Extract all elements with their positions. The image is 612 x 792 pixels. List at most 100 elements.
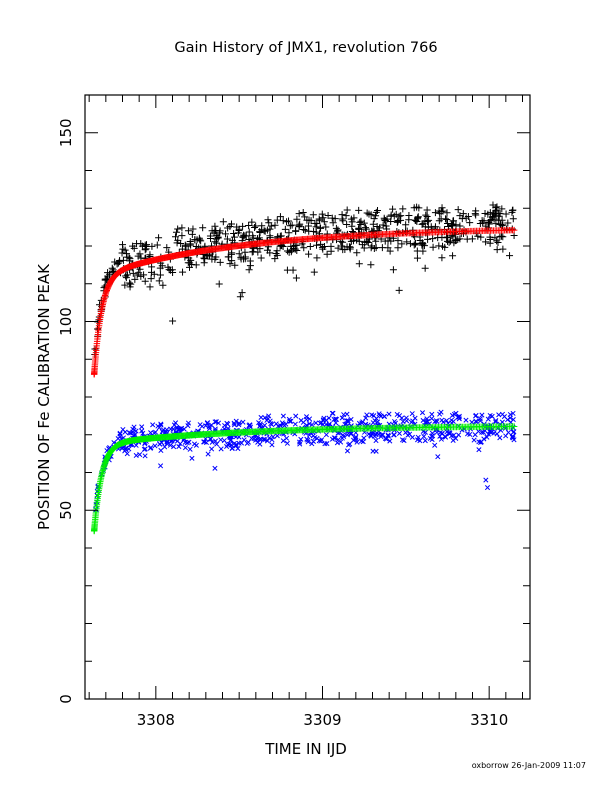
data-point-blue	[287, 418, 293, 424]
data-point-black	[496, 233, 504, 241]
data-point-black	[236, 293, 244, 301]
data-point-black	[126, 279, 134, 287]
data-point-black	[187, 241, 195, 249]
data-point-blue	[305, 439, 311, 445]
data-point-blue	[186, 439, 192, 445]
data-point-black	[456, 212, 464, 220]
data-point-black	[249, 232, 257, 240]
data-point-black	[447, 237, 455, 245]
data-point-blue	[152, 443, 158, 449]
data-point-blue	[472, 413, 479, 419]
data-point-black	[485, 218, 493, 226]
data-point-black	[313, 254, 321, 262]
data-point-black	[290, 242, 298, 250]
data-point-blue	[133, 452, 139, 459]
data-point-black	[472, 211, 480, 219]
data-point-blue	[386, 411, 392, 417]
data-point-blue	[404, 418, 410, 424]
data-point-black	[327, 242, 335, 250]
data-point-blue	[387, 438, 393, 444]
data-point-blue	[158, 447, 164, 454]
data-point-blue	[429, 416, 435, 422]
data-point-blue	[257, 441, 263, 447]
data-point-black	[362, 224, 370, 232]
data-point-black	[178, 232, 186, 240]
data-point-blue	[321, 415, 327, 421]
data-point-blue	[479, 429, 485, 435]
data-point-blue	[510, 410, 516, 416]
data-point-black	[315, 230, 323, 238]
data-point-black	[216, 258, 224, 266]
data-point-blue	[476, 447, 482, 453]
data-point-black	[148, 242, 156, 250]
data-point-blue	[497, 435, 503, 441]
data-point-blue	[422, 438, 428, 444]
data-point-black	[362, 225, 370, 233]
data-point-black	[448, 221, 456, 229]
data-point-black	[292, 227, 300, 235]
data-point-black	[347, 215, 355, 223]
data-point-black	[338, 215, 346, 223]
data-point-blue	[156, 425, 162, 431]
data-point-blue	[316, 438, 322, 444]
data-point-black	[488, 213, 496, 221]
data-point-blue	[148, 430, 154, 436]
data-point-blue	[364, 412, 370, 418]
data-point-black	[122, 274, 130, 282]
data-point-black	[479, 219, 487, 227]
data-point-black	[182, 242, 190, 250]
data-point-black	[477, 233, 485, 241]
data-point-black	[414, 213, 422, 221]
data-point-black	[443, 215, 451, 223]
data-point-black	[251, 223, 259, 231]
data-point-black	[383, 215, 391, 223]
data-point-black	[323, 250, 331, 258]
data-point-black	[305, 250, 313, 258]
data-point-blue	[231, 422, 237, 428]
data-point-blue	[429, 433, 435, 439]
data-point-black	[422, 211, 430, 219]
data-point-blue	[463, 417, 469, 423]
data-point-black	[381, 217, 389, 225]
data-point-black	[509, 206, 517, 214]
data-point-blue	[233, 443, 239, 449]
data-point-black	[382, 222, 390, 230]
data-point-blue	[479, 412, 485, 418]
data-point-black	[317, 224, 325, 232]
data-point-blue	[238, 440, 245, 446]
data-point-black	[188, 230, 196, 238]
data-point-black	[168, 266, 176, 274]
data-point-blue	[158, 463, 164, 469]
data-point-black	[146, 283, 154, 291]
data-point-blue	[212, 419, 218, 425]
chart-title: Gain History of JMX1, revolution 766	[174, 40, 437, 56]
data-point-black	[435, 242, 443, 250]
data-point-black	[423, 218, 431, 226]
data-point-blue	[305, 437, 311, 443]
data-point-black	[215, 280, 223, 288]
data-point-black	[213, 239, 221, 247]
data-point-black	[394, 244, 402, 252]
data-point-black	[211, 222, 219, 230]
data-point-blue	[444, 418, 450, 424]
data-point-black	[123, 250, 131, 258]
data-point-black	[227, 220, 235, 228]
data-point-black	[502, 210, 510, 218]
data-point-blue	[229, 445, 235, 452]
data-point-blue	[298, 436, 304, 442]
data-point-blue	[377, 412, 383, 418]
x-tick-label: 3310	[470, 711, 508, 729]
data-point-black	[398, 240, 406, 248]
data-point-black	[492, 220, 500, 228]
data-point-black	[493, 237, 501, 245]
data-point-blue	[440, 419, 446, 425]
data-point-black	[283, 247, 291, 255]
data-point-black	[267, 222, 275, 230]
data-point-blue	[318, 438, 324, 444]
data-point-black	[222, 230, 230, 238]
data-point-blue	[435, 454, 441, 460]
data-point-black	[498, 222, 506, 230]
data-point-black	[418, 240, 426, 248]
data-point-blue	[297, 441, 303, 447]
data-point-blue	[373, 438, 379, 444]
